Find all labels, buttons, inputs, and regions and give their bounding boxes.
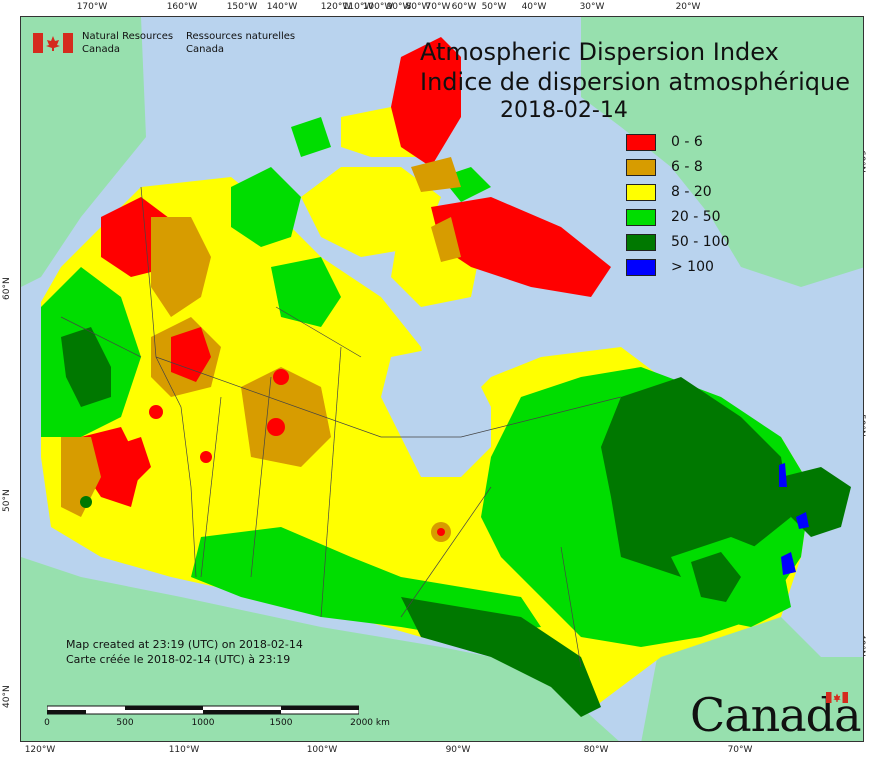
alaska-landmass <box>21 17 146 287</box>
legend-item: 8 - 20 <box>626 184 756 209</box>
lon-tick-top: 20°W <box>675 2 701 12</box>
legend-item: 50 - 100 <box>626 234 756 259</box>
legend-swatch <box>626 259 656 276</box>
lon-tick-bottom: 110°W <box>168 745 200 755</box>
agency-name-fr: Ressources naturelles Canada <box>186 31 296 55</box>
map-title-en: Atmospheric Dispersion Index <box>420 38 779 66</box>
legend-label: 50 - 100 <box>671 234 730 250</box>
lon-tick-top: 140°W <box>266 2 298 12</box>
map-credit: Map created at 23:19 (UTC) on 2018-02-14… <box>66 637 303 667</box>
lon-tick-bottom: 80°W <box>583 745 609 755</box>
lon-tick-top: 170°W <box>76 2 108 12</box>
greenland-landmass <box>581 17 863 287</box>
hotspot-red <box>200 451 212 463</box>
lat-tick-left: 60°N <box>2 277 12 300</box>
zone-orange-sask <box>241 367 331 467</box>
lon-tick-top: 50°W <box>481 2 507 12</box>
legend-swatch <box>626 159 656 176</box>
lat-tick-left: 40°N <box>2 685 12 708</box>
lon-tick-top: 40°W <box>521 2 547 12</box>
legend-label: 6 - 8 <box>671 159 703 175</box>
legend-label: 8 - 20 <box>671 184 712 200</box>
lon-tick-top: 80°W <box>405 2 431 12</box>
usa-east-landmass <box>641 617 863 741</box>
hotspot-red <box>437 528 445 536</box>
canada-wordmark: Canada <box>690 688 862 742</box>
zone-orange-yukon <box>151 217 211 317</box>
zone-darkgreen-bc <box>61 327 111 407</box>
credit-fr: Carte créée le 2018-02-14 (UTC) à 23:19 <box>66 653 291 666</box>
lon-tick-top: 100°W <box>362 2 394 12</box>
agency-name-en: Natural Resources Canada <box>82 31 174 55</box>
scale-label: 2000 km <box>350 718 390 728</box>
hudson-bay <box>381 347 491 477</box>
zone-red-nwt <box>171 327 211 382</box>
legend-swatch <box>626 134 656 151</box>
zone-darkgreen-ontario-south <box>401 597 601 717</box>
arctic-island-orange <box>431 217 461 262</box>
arctic-island-orange-2 <box>411 157 461 192</box>
arctic-island-green-3 <box>291 117 331 157</box>
lon-tick-top: 90°W <box>386 2 412 12</box>
credit-en: Map created at 23:19 (UTC) on 2018-02-14 <box>66 638 303 651</box>
lon-tick-top: 60°W <box>451 2 477 12</box>
scale-label: 1000 <box>191 718 215 728</box>
hotspot-red <box>273 369 289 385</box>
zone-red-bc-south <box>111 437 151 487</box>
dispersion-map <box>21 17 863 741</box>
arctic-island-green-2 <box>271 257 341 327</box>
lon-tick-bottom: 100°W <box>306 745 338 755</box>
scale-label: 0 <box>44 718 50 728</box>
hotspot-green <box>80 496 92 508</box>
zone-orange-alberta <box>61 437 101 517</box>
legend: 0 - 6 6 - 8 8 - 20 20 - 50 50 - 100 > 10… <box>626 134 756 284</box>
zone-darkgreen-quebec <box>601 377 791 577</box>
hotspot-red <box>267 418 285 436</box>
lon-tick-bottom: 70°W <box>727 745 753 755</box>
zone-blue-newfoundland-south <box>781 552 796 575</box>
scale-label: 500 <box>116 718 134 728</box>
legend-label: 0 - 6 <box>671 134 703 150</box>
lon-tick-top: 110°W <box>342 2 374 12</box>
legend-item: 0 - 6 <box>626 134 756 159</box>
usa-landmass <box>21 557 619 741</box>
wordmark-flag-icon <box>826 692 848 703</box>
map-title-fr: Indice de dispersion atmosphérique <box>420 68 851 96</box>
lon-tick-top: 160°W <box>166 2 198 12</box>
legend-label: > 100 <box>671 259 714 275</box>
provincial-borders <box>60 186 622 668</box>
canada-flag-icon <box>33 33 73 53</box>
map-canvas <box>20 16 864 742</box>
lon-tick-top: 30°W <box>579 2 605 12</box>
zone-darkgreen-maritimes <box>691 552 741 602</box>
lon-tick-bottom: 90°W <box>445 745 471 755</box>
lon-tick-bottom: 120°W <box>24 745 56 755</box>
map-date: 2018-02-14 <box>500 98 628 123</box>
lon-tick-top: 150°W <box>226 2 258 12</box>
zone-blue-newfoundland <box>796 512 809 529</box>
legend-swatch <box>626 234 656 251</box>
legend-item: > 100 <box>626 259 756 284</box>
legend-item: 20 - 50 <box>626 209 756 234</box>
lon-tick-top: 120°W <box>320 2 352 12</box>
arctic-island-green-1 <box>231 167 301 247</box>
hotspot-red <box>149 405 163 419</box>
legend-swatch <box>626 209 656 226</box>
legend-swatch <box>626 184 656 201</box>
arctic-island-red-baffin <box>431 197 611 297</box>
scale-label: 1500 <box>269 718 293 728</box>
legend-item: 6 - 8 <box>626 159 756 184</box>
zone-blue-labrador <box>779 463 787 487</box>
lon-tick-top: 70°W <box>425 2 451 12</box>
arctic-island-red-ellesmere <box>391 37 461 167</box>
scale-bar <box>47 705 359 715</box>
legend-label: 20 - 50 <box>671 209 721 225</box>
lat-tick-left: 50°N <box>2 489 12 512</box>
